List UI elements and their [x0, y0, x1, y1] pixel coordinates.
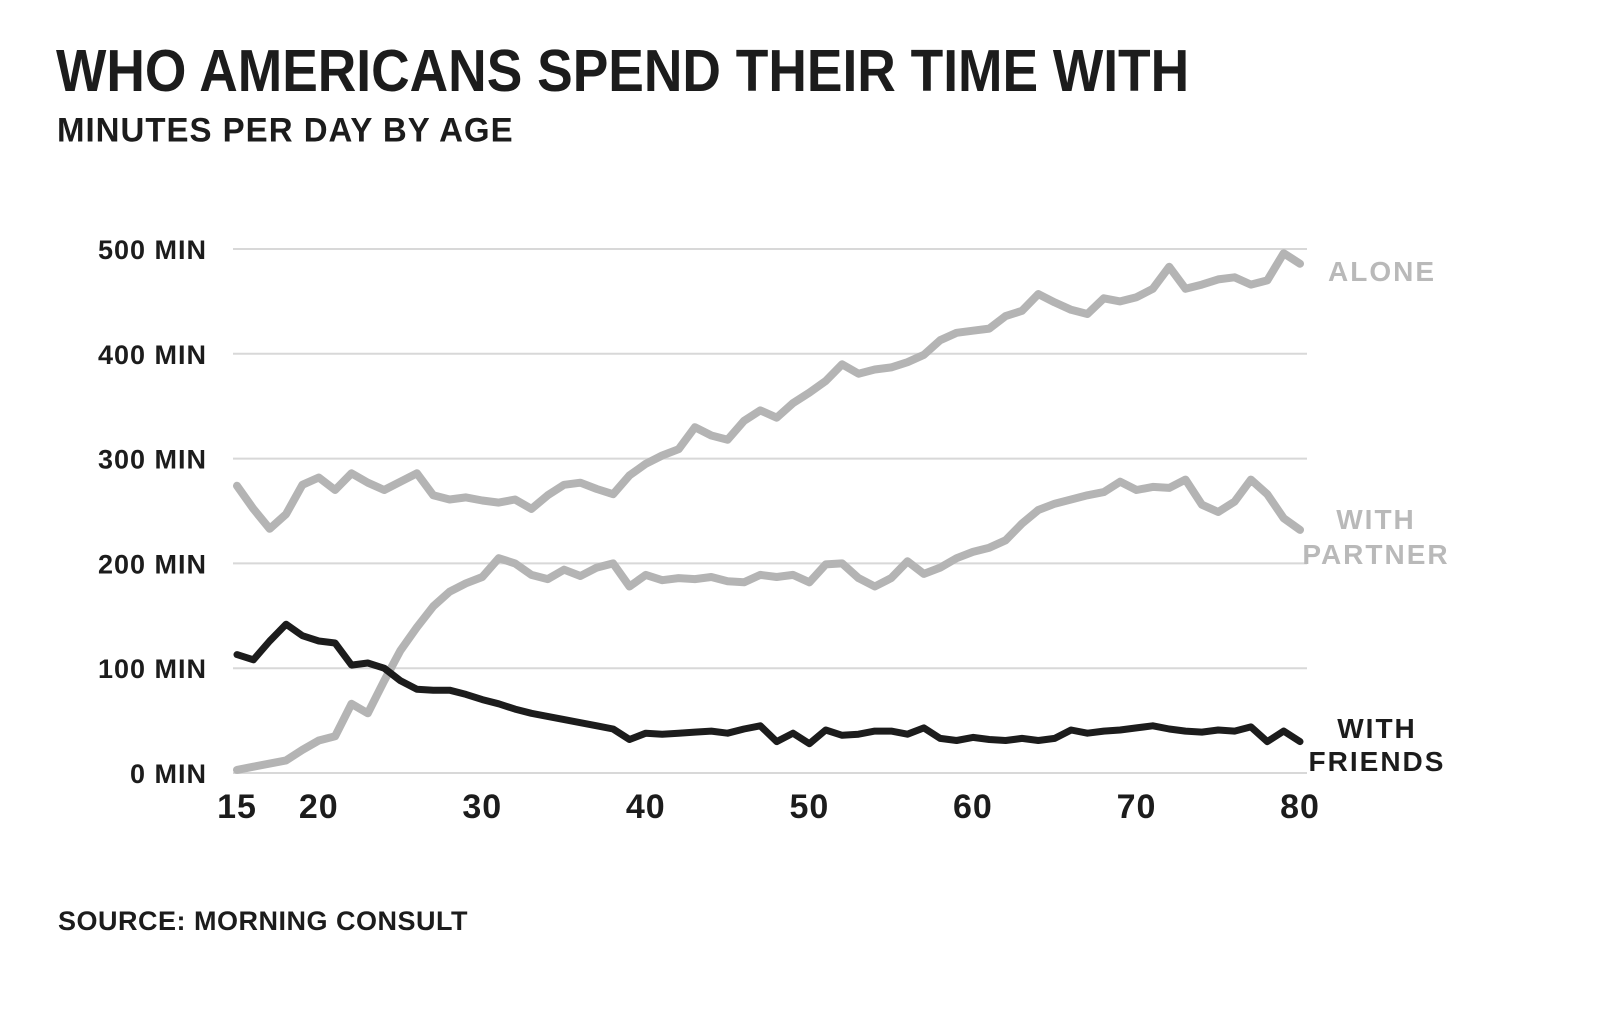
with-friends-label-line1: WITH: [1337, 713, 1417, 744]
alone-line: [233, 249, 1304, 533]
with-friends-series-label: WITH FRIENDS: [1298, 712, 1456, 778]
x-axis-label-20: 20: [299, 788, 339, 826]
x-axis-label-80: 80: [1280, 788, 1320, 826]
x-axis-label-30: 30: [462, 788, 502, 826]
partner-line: [233, 475, 1304, 774]
y-axis-label-0: 0 MIN: [130, 759, 207, 789]
y-axis-label-200: 200 MIN: [98, 549, 207, 579]
with-friends-label-line2: FRIENDS: [1308, 746, 1446, 777]
y-axis-label-500: 500 MIN: [98, 235, 207, 265]
with-partner-label-line2: PARTNER: [1302, 539, 1450, 570]
with-partner-series-label: WITH PARTNER: [1294, 502, 1458, 572]
chart-subtitle: MINUTES PER DAY BY AGE: [57, 110, 514, 149]
friends-line: [233, 620, 1304, 748]
x-axis-label-70: 70: [1117, 788, 1157, 826]
with-partner-label-line1: WITH: [1336, 504, 1416, 535]
source-note: SOURCE: MORNING CONSULT: [58, 906, 468, 936]
y-axis-label-300: 300 MIN: [98, 445, 207, 475]
x-axis-label-50: 50: [789, 788, 829, 826]
x-axis-label-40: 40: [626, 788, 666, 826]
x-axis-label-60: 60: [953, 788, 993, 826]
y-axis-label-400: 400 MIN: [98, 340, 207, 370]
x-axis-label-15: 15: [217, 788, 257, 826]
y-axis-label-100: 100 MIN: [98, 654, 207, 684]
page-title: WHO AMERICANS SPEND THEIR TIME WITH: [56, 37, 1190, 105]
alone-series-label: ALONE: [1328, 256, 1436, 287]
